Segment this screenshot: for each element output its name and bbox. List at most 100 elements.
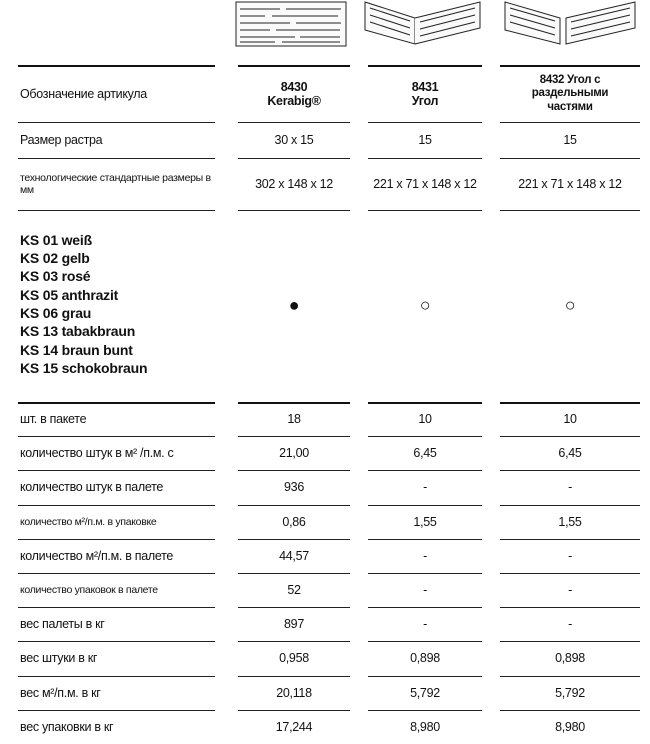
row-rule [18,675,215,677]
row-rule [238,122,350,123]
availability-mark: ○ [419,294,431,315]
row-rule [500,675,640,677]
corner-split-image [504,1,636,45]
row-rule [238,607,350,609]
row-label: вес упаковки в кг [20,719,114,734]
row-label: количество м²/п.м. в упаковке [20,515,157,528]
column-header: 8432 Угол с раздельными частями [500,66,640,122]
cell-value: - [568,548,572,563]
cell-value: - [423,548,427,563]
row-rule [238,504,350,506]
row-rule [368,538,482,540]
cell-value: 221 x 71 x 148 x 12 [518,176,622,191]
color-item: KS 02 gelb [20,250,90,267]
row-rule [500,122,640,123]
color-item: KS 13 tabakbraun [20,323,136,340]
row-rule [18,158,215,159]
column-header-line: 8430 [280,79,308,94]
cell-value: - [568,480,572,495]
cell-value: 0,898 [410,651,440,666]
cell-value: - [423,480,427,495]
cell-value: 0,898 [555,651,585,666]
cell-value: - [423,582,427,597]
cell-value: 52 [287,582,301,597]
row-rule [500,504,640,506]
row-rule [500,210,640,211]
availability-mark: ○ [564,294,576,315]
cell-value: 221 x 71 x 148 x 12 [373,176,477,191]
row-rule [18,607,215,609]
cell-value: 21,00 [279,446,309,461]
row-rule [368,504,482,506]
color-item: KS 06 grau [20,305,92,321]
column-header-line: раздельными [531,87,609,100]
row-rule [500,607,640,609]
color-item: KS 05 anthrazit [20,286,119,303]
cell-value: 0,958 [279,651,309,666]
color-item: KS 03 rosé [20,268,91,285]
row-label: количество упаковок в палете [20,584,158,597]
cell-value: 5,792 [410,685,440,700]
thick-rule [238,402,350,404]
cell-value: 10 [418,411,432,426]
color-item: KS 01 weiß [20,231,92,248]
row-rule [500,538,640,540]
cell-value: - [423,617,427,632]
row-rule [368,470,482,472]
column-header-line: Угол [411,94,439,108]
column-header-line: 8431 [411,79,439,94]
row-rule [18,210,215,211]
row-label: шт. в пакете [20,411,87,426]
cell-value: 5,792 [555,685,585,700]
color-item: KS 15 schokobraun [20,359,148,376]
cell-value: 15 [563,132,577,147]
cell-value: 6,45 [558,446,582,461]
thick-rule [500,65,640,67]
row-rule [368,210,482,211]
row-rule [18,122,215,123]
cell-value: 8,980 [410,719,440,734]
row-label: вес палеты в кг [20,617,105,632]
cell-value: 10 [563,411,577,426]
row-rule [238,538,350,540]
row-rule [500,470,640,472]
cell-value: 1,55 [413,514,437,529]
thick-rule [368,402,482,404]
row-label: Размер растра [20,132,103,147]
row-rule [500,573,640,574]
cell-value: 8,980 [555,719,585,734]
row-rule [368,607,482,609]
cell-value: 15 [418,132,432,147]
row-rule [368,436,482,438]
row-rule [368,709,482,711]
row-rule [238,158,350,159]
thick-rule [500,402,640,404]
column-header-line: 8432 Угол с [539,74,601,87]
column-header: 8431 Угол [368,66,482,122]
row-rule [18,436,215,438]
row-rule [238,470,350,472]
row-rule [18,504,215,506]
row-rule [18,709,215,711]
column-header-line: частями [547,100,593,113]
cell-value: 17,244 [275,719,313,734]
column-header-line: Kerabig® [267,94,321,108]
thick-rule [368,65,482,67]
row-rule [18,641,215,643]
row-label: количество штук в м² /п.м. с [20,446,174,461]
thick-rule [18,402,215,404]
row-rule [238,641,350,643]
cell-value: 1,55 [558,514,582,529]
row-label: количество м²/п.м. в палете [20,548,174,563]
row-rule [238,210,350,211]
row-rule [238,675,350,677]
color-item: KS 14 braun bunt [20,341,133,358]
row-label: количество штук в палете [20,480,164,495]
cell-value: 44,57 [279,548,309,563]
row-label: технологические стандартные размеры в мм [20,171,211,196]
availability-mark: ● [288,294,300,315]
row-rule [368,573,482,574]
cell-value: 302 x 148 x 12 [255,176,333,191]
cell-value: 0,86 [282,514,306,529]
